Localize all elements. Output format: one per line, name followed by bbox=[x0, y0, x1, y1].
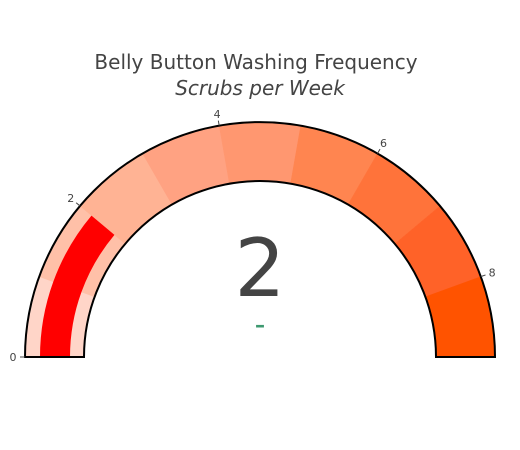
chart-subtitle: Scrubs per Week bbox=[175, 76, 346, 100]
gauge-step-4 bbox=[218, 121, 302, 184]
gauge-outline bbox=[23, 121, 497, 358]
gauge-tick-label-6: 6 bbox=[380, 137, 387, 150]
gauge-tick-label-2: 2 bbox=[67, 192, 74, 205]
gauge-tick-4 bbox=[217, 120, 220, 126]
gauge-bar-group bbox=[40, 215, 115, 357]
gauge-value: 2 bbox=[235, 222, 286, 315]
gauge-value-bar bbox=[40, 215, 115, 357]
gauge-tick-label-8: 8 bbox=[489, 267, 496, 280]
gauge-tick-8 bbox=[480, 274, 486, 278]
gauge-tick-2 bbox=[75, 202, 81, 207]
gauge-tick-6 bbox=[377, 148, 381, 154]
gauge-steps bbox=[24, 121, 496, 358]
chart-title: Belly Button Washing Frequency bbox=[94, 50, 417, 74]
gauge-border bbox=[23, 121, 497, 358]
gauge-ticks: 0 2 4 6 8 bbox=[10, 108, 496, 364]
gauge-delta: – bbox=[255, 313, 265, 337]
gauge-tick-label-4: 4 bbox=[214, 108, 221, 121]
gauge-tick-label-0: 0 bbox=[10, 351, 17, 364]
